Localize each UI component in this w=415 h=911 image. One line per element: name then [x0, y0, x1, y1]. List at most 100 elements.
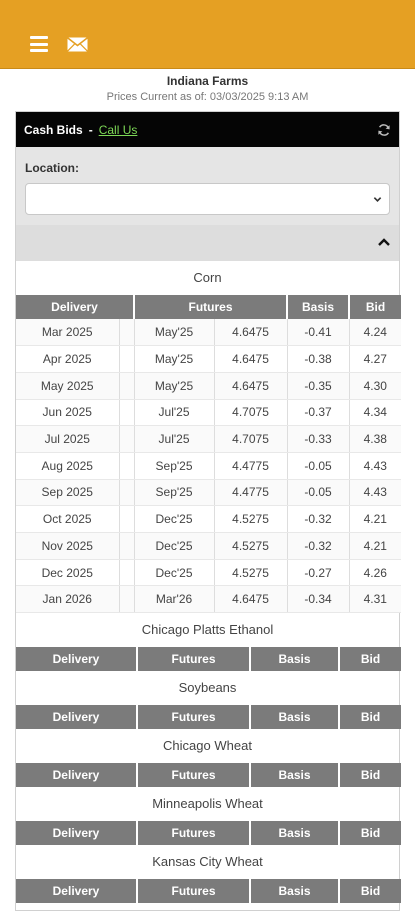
basis-cell: -0.35 — [287, 372, 350, 400]
commodity-section: Kansas City Wheat Delivery Futures Basis… — [16, 845, 401, 904]
spacer-cell — [119, 452, 135, 480]
column-header-basis: Basis — [250, 763, 340, 788]
commodity-bids-table: Delivery Futures Basis Bid — [16, 705, 401, 730]
column-header-futures: Futures — [137, 705, 251, 730]
futures-month-cell: Mar'26 — [134, 585, 215, 614]
prices-current-timestamp: Prices Current as of: 03/03/2025 9:13 AM — [106, 91, 309, 103]
table-row: Sep 2025 Sep'25 4.4775 -0.05 4.43 — [16, 479, 402, 507]
panel-header: Cash Bids - Call Us — [16, 112, 399, 147]
column-header-bid: Bid — [349, 295, 402, 319]
location-label: Location: — [25, 161, 79, 175]
column-header-delivery: Delivery — [16, 763, 138, 788]
basis-cell: -0.32 — [287, 532, 350, 560]
futures-price-cell: 4.6475 — [214, 345, 288, 373]
table-header-row: Delivery Futures Basis Bid — [16, 705, 401, 730]
location-select[interactable] — [25, 183, 390, 215]
column-header-bid: Bid — [339, 705, 401, 730]
column-header-futures: Futures — [137, 647, 251, 672]
futures-price-cell: 4.4775 — [214, 452, 288, 480]
commodity-bids-table: Delivery Futures Basis Bid — [16, 647, 401, 672]
commodity-name: Minneapolis Wheat — [16, 787, 399, 822]
futures-price-cell: 4.7075 — [214, 399, 288, 427]
table-header-row: Delivery Futures Basis Bid — [16, 647, 401, 672]
futures-price-cell: 4.4775 — [214, 479, 288, 507]
column-header-delivery: Delivery — [16, 821, 138, 846]
futures-price-cell: 4.5275 — [214, 559, 288, 587]
column-header-basis: Basis — [250, 821, 340, 846]
spacer-cell — [119, 425, 135, 453]
basis-cell: -0.27 — [287, 559, 350, 587]
basis-cell: -0.05 — [287, 479, 350, 507]
chevron-down-icon — [373, 197, 382, 202]
commodity-section: Chicago Platts Ethanol Delivery Futures … — [16, 613, 401, 672]
column-header-futures: Futures — [137, 879, 251, 904]
bid-cell: 4.38 — [349, 425, 402, 453]
panel-title: Cash Bids — [24, 122, 83, 137]
table-row: Jan 2026 Mar'26 4.6475 -0.34 4.31 — [16, 585, 402, 614]
column-header-delivery: Delivery — [16, 647, 138, 672]
delivery-cell: Oct 2025 — [16, 505, 120, 533]
collapse-bar[interactable] — [16, 225, 399, 261]
delivery-cell: Jul 2025 — [16, 425, 120, 453]
column-header-futures: Futures — [134, 295, 289, 319]
spacer-cell — [119, 345, 135, 373]
commodity-name: Soybeans — [16, 671, 399, 706]
basis-cell: -0.38 — [287, 345, 350, 373]
table-row: Aug 2025 Sep'25 4.4775 -0.05 4.43 — [16, 452, 402, 480]
bid-cell: 4.26 — [349, 559, 402, 587]
futures-month-cell: Dec'25 — [134, 505, 215, 533]
delivery-cell: May 2025 — [16, 372, 120, 400]
column-header-basis: Basis — [250, 705, 340, 730]
spacer-cell — [119, 399, 135, 427]
table-row: Apr 2025 May'25 4.6475 -0.38 4.27 — [16, 345, 402, 373]
futures-month-cell: Jul'25 — [134, 425, 215, 453]
futures-month-cell: May'25 — [134, 372, 215, 400]
commodity-bids-table: Delivery Futures Basis Bid — [16, 763, 401, 788]
column-header-bid: Bid — [339, 821, 401, 846]
table-row: Oct 2025 Dec'25 4.5275 -0.32 4.21 — [16, 505, 402, 533]
bid-cell: 4.30 — [349, 372, 402, 400]
location-section: Location: — [16, 147, 399, 225]
corn-bids-table: Delivery Futures Basis Bid Mar 2025 May'… — [16, 295, 402, 614]
column-header-futures: Futures — [137, 821, 251, 846]
bid-cell: 4.24 — [349, 319, 402, 347]
table-header-row: Delivery Futures Basis Bid — [16, 763, 401, 788]
spacer-cell — [119, 505, 135, 533]
delivery-cell: Jan 2026 — [16, 585, 120, 614]
commodity-bids-table: Delivery Futures Basis Bid — [16, 879, 401, 904]
table-header-row: Delivery Futures Basis Bid — [16, 879, 401, 904]
top-bar — [0, 0, 415, 69]
column-header-delivery: Delivery — [16, 295, 136, 319]
delivery-cell: Nov 2025 — [16, 532, 120, 560]
spacer-cell — [119, 559, 135, 587]
bid-cell: 4.27 — [349, 345, 402, 373]
column-header-delivery: Delivery — [16, 879, 138, 904]
commodity-name-corn: Corn — [16, 261, 399, 295]
futures-month-cell: Dec'25 — [134, 559, 215, 587]
call-us-link[interactable]: Call Us — [98, 122, 138, 137]
futures-month-cell: Jul'25 — [134, 399, 215, 427]
table-row: Dec 2025 Dec'25 4.5275 -0.27 4.26 — [16, 559, 402, 587]
envelope-icon[interactable] — [67, 37, 88, 52]
basis-cell: -0.34 — [287, 585, 350, 614]
table-header-row: Delivery Futures Basis Bid — [16, 295, 402, 319]
column-header-futures: Futures — [137, 763, 251, 788]
chevron-up-icon[interactable] — [377, 237, 391, 247]
bid-cell: 4.43 — [349, 479, 402, 507]
hamburger-icon[interactable] — [30, 36, 48, 52]
delivery-cell: Sep 2025 — [16, 479, 120, 507]
column-header-bid: Bid — [339, 879, 401, 904]
refresh-icon[interactable] — [377, 123, 391, 137]
commodity-section: Minneapolis Wheat Delivery Futures Basis… — [16, 787, 401, 846]
basis-cell: -0.41 — [287, 319, 350, 347]
table-row: Jun 2025 Jul'25 4.7075 -0.37 4.34 — [16, 399, 402, 427]
basis-cell: -0.32 — [287, 505, 350, 533]
commodity-name: Kansas City Wheat — [16, 845, 399, 880]
column-header-bid: Bid — [339, 647, 401, 672]
spacer-cell — [119, 585, 135, 614]
header-separator: - — [88, 122, 93, 137]
futures-price-cell: 4.6475 — [214, 372, 288, 400]
company-name: Indiana Farms — [166, 74, 249, 88]
delivery-cell: Aug 2025 — [16, 452, 120, 480]
table-row: Mar 2025 May'25 4.6475 -0.41 4.24 — [16, 319, 402, 347]
